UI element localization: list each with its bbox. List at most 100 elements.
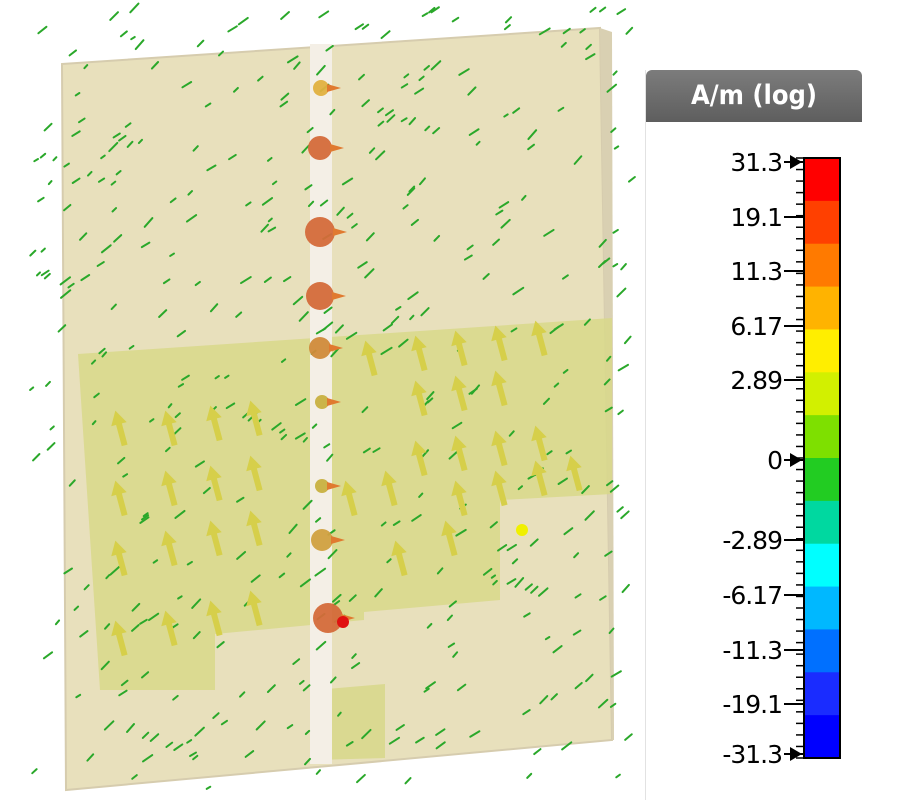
field-arrow-large [411, 335, 428, 372]
field-arrow-small [560, 41, 567, 48]
field-arrow-small [475, 140, 481, 146]
field-arrow-small [37, 25, 48, 35]
field-arrow-small [45, 380, 51, 387]
field-arrow-small [158, 309, 168, 318]
field-arrow-small [544, 636, 551, 641]
field-arrow-small [418, 177, 426, 186]
field-arrow-small [292, 658, 301, 665]
field-arrow-small [239, 691, 246, 698]
field-arrow-small [604, 406, 613, 413]
field-arrow-small [538, 587, 549, 597]
field-arrow-large [111, 480, 128, 517]
field-arrow-small [286, 552, 292, 558]
field-arrow-small [603, 378, 611, 386]
field-arrow-small [29, 386, 35, 391]
field-arrow-small [426, 622, 433, 629]
field-arrow-small [361, 406, 369, 414]
field-arrow-small [279, 100, 289, 108]
field-arrow-small [83, 584, 90, 591]
field-arrow-small [420, 307, 430, 317]
field-arrow-small [357, 261, 368, 269]
field-arrow-small [109, 11, 119, 21]
field-arrow-small [584, 510, 595, 521]
field-arrow-small [298, 679, 305, 685]
field-arrow-small [112, 132, 121, 139]
field-arrow-small [361, 728, 372, 740]
field-arrow-small [194, 726, 205, 737]
field-arrow-small [529, 538, 539, 547]
field-arrow-small [187, 190, 194, 196]
field-arrow-small [612, 70, 618, 76]
legend-tick-label: 2.89 [730, 366, 782, 395]
field-arrow-small [362, 447, 371, 454]
field-arrow-small [574, 681, 583, 690]
field-arrow-small [470, 384, 481, 395]
field-arrow-small [126, 140, 134, 148]
field-arrow-large [161, 410, 178, 447]
field-arrow-small [236, 550, 247, 560]
field-arrow-small [101, 351, 108, 358]
field-arrow-small [583, 318, 591, 326]
field-arrow-large [246, 590, 263, 627]
legend-color-segment [804, 329, 840, 373]
field-arrow-small [492, 238, 501, 246]
field-arrow-small [432, 127, 441, 135]
field-arrow-small [173, 427, 182, 435]
legend-color-segment [804, 200, 840, 245]
field-arrow-small [538, 27, 551, 36]
current-hotspot-arrow [327, 84, 341, 92]
legend-color-segment [804, 500, 840, 545]
field-arrow-small [286, 724, 294, 730]
field-arrow-small [43, 122, 53, 132]
field-arrow-small [142, 512, 149, 518]
field-arrow-small [192, 631, 201, 640]
field-arrow-small [375, 150, 386, 161]
field-arrow-small [430, 60, 442, 71]
field-arrow-small [332, 600, 341, 607]
legend-tick-label: 11.3 [730, 257, 782, 286]
field-arrow-small [621, 583, 630, 594]
field-arrow-small [527, 143, 536, 151]
field-arrow-small [504, 16, 513, 24]
legend-tick-label: -6.17 [722, 581, 782, 610]
field-arrow-large [531, 320, 548, 357]
field-arrow-small [348, 594, 357, 602]
field-arrow-small [67, 282, 75, 289]
field-arrow-small [140, 241, 151, 249]
field-arrow-small [334, 324, 344, 334]
field-arrow-small [261, 197, 274, 206]
field-arrow-small [616, 506, 624, 513]
field-arrow-small [604, 550, 613, 557]
field-arrow-small [131, 624, 140, 632]
field-arrow-large [246, 400, 263, 437]
field-arrow-small [173, 743, 184, 752]
field-arrow-small [608, 627, 615, 634]
field-arrow-small [380, 346, 393, 356]
field-arrow-small [395, 724, 405, 731]
field-arrow-small [356, 773, 366, 784]
field-arrow-small [244, 750, 255, 758]
field-arrow-small [278, 572, 286, 579]
field-arrow-small [508, 430, 515, 437]
field-arrow-small [426, 397, 434, 404]
field-arrow-small [280, 92, 290, 101]
field-arrow-small [147, 612, 160, 622]
field-arrow-small [240, 276, 252, 285]
field-arrow-small [205, 785, 212, 790]
field-arrow-small [279, 428, 286, 434]
field-arrow-small [358, 73, 365, 81]
field-arrow-small [40, 269, 50, 277]
field-arrow-small [142, 754, 154, 763]
current-hotspot-arrow [329, 344, 343, 352]
field-arrow-small [260, 223, 269, 233]
field-arrow-small [411, 514, 422, 522]
field-arrow-small [100, 660, 110, 671]
field-arrow-small [433, 234, 441, 242]
field-arrow-small [100, 244, 112, 254]
current-hotspot-arrow [331, 536, 345, 544]
field-arrow-small [415, 736, 425, 744]
field-arrow-small [503, 113, 509, 118]
field-arrow-large [341, 480, 358, 517]
field-arrow-small [209, 303, 219, 313]
field-arrow-small [612, 263, 619, 268]
